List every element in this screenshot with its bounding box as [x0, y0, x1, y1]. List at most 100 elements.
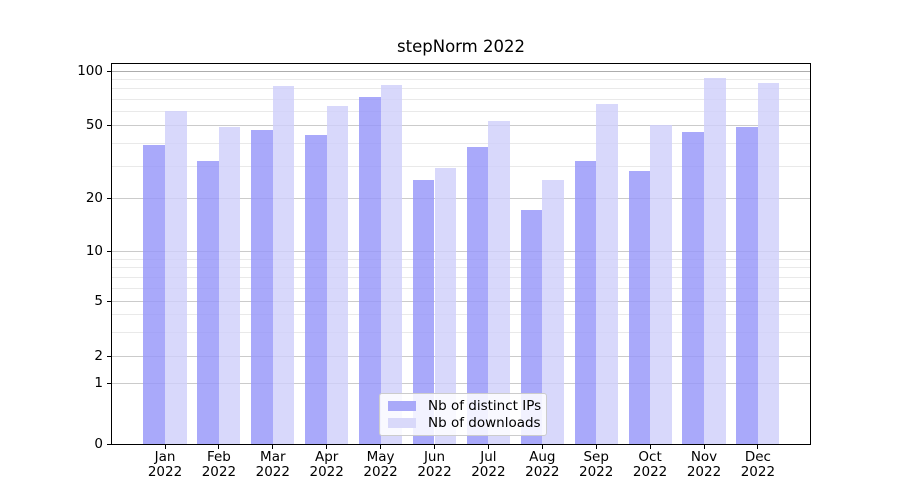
x-tick-label: Jan 2022: [135, 450, 195, 480]
x-tick-label-line: 2022: [417, 464, 452, 480]
y-tick-mark: [107, 251, 111, 252]
legend-row-distinct-ips: Nb of distinct IPs: [388, 397, 542, 414]
x-tick-label-line: Aug: [529, 449, 556, 465]
gridline-minor: [111, 258, 811, 260]
gridline-major: [111, 301, 811, 302]
gridline-minor: [111, 98, 811, 100]
y-tick-mark: [107, 197, 111, 199]
y-tick-label: 10: [85, 243, 103, 259]
bar-distinct-ips-jun: [412, 180, 435, 444]
x-tick-mark: [434, 445, 435, 449]
x-tick-mark: [595, 445, 597, 449]
x-tick-mark: [541, 445, 543, 449]
legend-label-downloads: Nb of downloads: [428, 415, 541, 432]
x-tick-label-line: Nov: [690, 449, 718, 465]
x-tick-label-line: 2022: [525, 464, 560, 480]
x-tick-label: Jul 2022: [458, 450, 518, 480]
x-tick-label-line: Sep: [583, 449, 609, 465]
x-tick-label: Aug 2022: [512, 450, 572, 480]
x-tick-label-line: Jun: [423, 449, 446, 465]
x-tick-label: Dec 2022: [728, 450, 788, 480]
legend-swatch-distinct-ips: [388, 400, 416, 411]
y-tick-label: 0: [94, 436, 103, 453]
x-tick-mark: [326, 445, 328, 449]
x-tick-label-line: 2022: [255, 464, 290, 480]
gridline-major: [111, 251, 811, 252]
x-tick-label-line: 2022: [147, 464, 183, 480]
bar-downloads-aug: [542, 180, 564, 444]
bar-distinct-ips-aug: [520, 210, 543, 444]
x-tick-mark: [272, 445, 274, 449]
x-tick-label: Mar 2022: [243, 450, 303, 480]
bar-downloads-mar: [272, 85, 295, 444]
y-tick-mark: [107, 382, 111, 384]
bar-downloads-feb: [218, 126, 241, 444]
gridline-major: [111, 382, 811, 384]
x-tick-mark: [380, 445, 382, 449]
gridline-minor: [111, 88, 811, 90]
x-tick-mark: [703, 445, 705, 449]
x-tick-label: Nov 2022: [674, 450, 734, 480]
x-tick-mark: [164, 445, 166, 449]
bar-downloads-jul: [488, 120, 510, 444]
bar-distinct-ips-dec: [736, 126, 758, 444]
legend: Nb of distinct IPs Nb of downloads: [379, 393, 547, 436]
y-tick-mark: [107, 444, 111, 446]
y-tick-label: 20: [85, 189, 103, 206]
gridline-major: [111, 71, 811, 72]
gridline-minor: [111, 142, 811, 144]
x-tick-label-line: 2022: [471, 464, 506, 480]
x-tick-label: Oct 2022: [620, 450, 680, 480]
gridline-minor: [111, 314, 811, 316]
y-tick-label: 5: [94, 293, 103, 309]
x-tick-label-line: Jan: [154, 449, 176, 465]
x-tick-mark: [757, 445, 759, 449]
x-tick-label: Sep 2022: [566, 450, 626, 480]
bar-distinct-ips-sep: [574, 160, 597, 444]
y-tick-mark: [107, 356, 111, 357]
bar-distinct-ips-apr: [305, 135, 327, 444]
legend-swatch-downloads: [388, 418, 416, 429]
bar-distinct-ips-may: [359, 96, 381, 444]
y-tick-label: 1: [94, 374, 103, 391]
bar-downloads-nov: [704, 77, 726, 444]
x-tick-label-line: Apr: [315, 449, 339, 465]
bar-distinct-ips-jul: [466, 146, 489, 444]
x-tick-label-line: Jul: [480, 449, 497, 465]
gridline-major: [111, 125, 811, 127]
gridline-minor: [111, 331, 811, 333]
gridline-major: [111, 356, 811, 357]
y-tick-label: 50: [85, 117, 103, 134]
x-tick-label-line: Mar: [260, 449, 286, 465]
chart-title: stepNorm 2022: [397, 37, 525, 56]
gridline-major: [111, 197, 811, 199]
x-tick-mark: [487, 445, 489, 449]
legend-row-downloads: Nb of downloads: [388, 415, 541, 432]
x-tick-label-line: 2022: [740, 464, 776, 480]
x-tick-label-line: 2022: [579, 464, 614, 480]
legend-label-distinct-ips: Nb of distinct IPs: [428, 397, 542, 414]
x-tick-label: Jun 2022: [405, 450, 465, 480]
x-tick-label-line: 2022: [686, 464, 722, 480]
bar-downloads-sep: [596, 103, 618, 444]
bar-downloads-dec: [757, 82, 780, 444]
x-tick-label: Apr 2022: [297, 450, 357, 480]
bar-distinct-ips-jan: [143, 144, 165, 444]
bar-downloads-oct: [650, 125, 672, 444]
gridline-minor: [111, 267, 811, 269]
x-tick-label-line: Dec: [744, 449, 771, 465]
y-tick-label: 100: [77, 63, 103, 79]
x-tick-label: Feb 2022: [189, 450, 249, 480]
gridline-minor: [111, 276, 811, 278]
bar-downloads-jun: [434, 168, 457, 444]
bar-downloads-apr: [326, 105, 349, 444]
y-tick-mark: [107, 125, 111, 127]
x-tick-label-line: May: [366, 449, 395, 465]
bar-distinct-ips-mar: [251, 130, 273, 444]
y-tick-mark: [107, 301, 111, 302]
x-tick-label-line: 2022: [363, 464, 398, 480]
bar-downloads-jan: [165, 111, 187, 444]
bar-distinct-ips-feb: [197, 160, 219, 444]
bar-distinct-ips-nov: [682, 131, 704, 444]
